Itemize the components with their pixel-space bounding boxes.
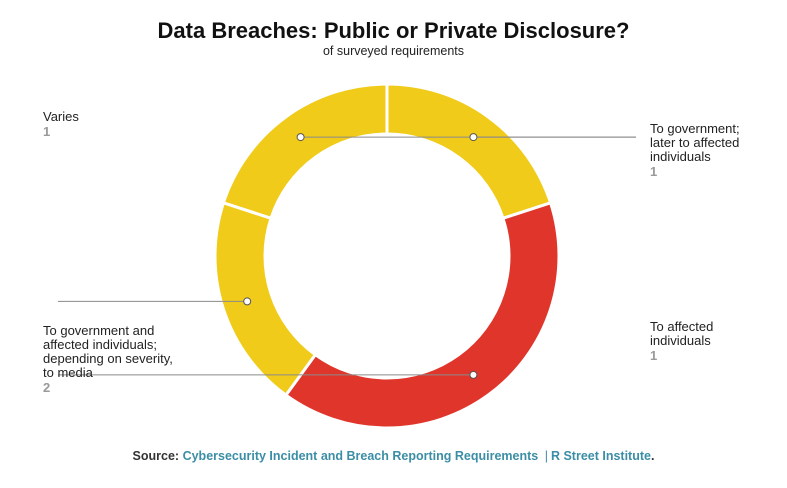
label-affected-line1: To affected <box>650 319 714 334</box>
marker-varies <box>243 297 252 306</box>
chart-title: Data Breaches: Public or Private Disclos… <box>157 18 630 43</box>
marker-gov-later <box>296 133 305 142</box>
source-prefix: Source: <box>132 449 180 463</box>
source-line: Source: Cybersecurity Incident and Breac… <box>0 449 787 463</box>
label-varies-value: 1 <box>43 124 51 139</box>
slice-gov-media <box>283 200 561 430</box>
source-separator: | <box>544 449 548 463</box>
label-affected-line2: individuals <box>650 333 711 348</box>
label-gov-later-value: 1 <box>650 164 658 179</box>
slice-varies <box>213 200 318 398</box>
label-gov-media-line3: depending on severity, <box>43 351 173 366</box>
label-affected-value: 1 <box>650 348 658 363</box>
label-gov-media: To government and affected individuals; … <box>43 324 173 395</box>
label-varies-text: Varies <box>43 109 79 124</box>
label-affected: To affected individuals 1 <box>650 320 713 363</box>
label-gov-media-line1: To government and <box>43 323 155 338</box>
label-gov-media-line2: affected individuals; <box>43 337 157 352</box>
slice-affected <box>385 82 553 221</box>
label-gov-later-line1: To government; <box>650 121 740 136</box>
label-gov-later-line2: later to affected <box>650 135 740 150</box>
marker-affected <box>469 133 478 142</box>
slice-gov-later <box>221 82 389 221</box>
label-gov-media-value: 2 <box>43 380 51 395</box>
source-link-institute[interactable]: R Street Institute <box>550 449 651 463</box>
label-gov-later-line3: individuals <box>650 149 711 164</box>
chart-subtitle: of surveyed requirements <box>322 44 465 58</box>
label-varies: Varies 1 <box>43 110 79 139</box>
label-gov-later: To government; later to affected individ… <box>650 122 740 179</box>
marker-gov-media <box>469 370 478 379</box>
source-link-report[interactable]: Cybersecurity Incident and Breach Report… <box>182 449 539 463</box>
source-suffix: . <box>650 449 655 463</box>
label-gov-media-line4: to media <box>43 365 93 380</box>
